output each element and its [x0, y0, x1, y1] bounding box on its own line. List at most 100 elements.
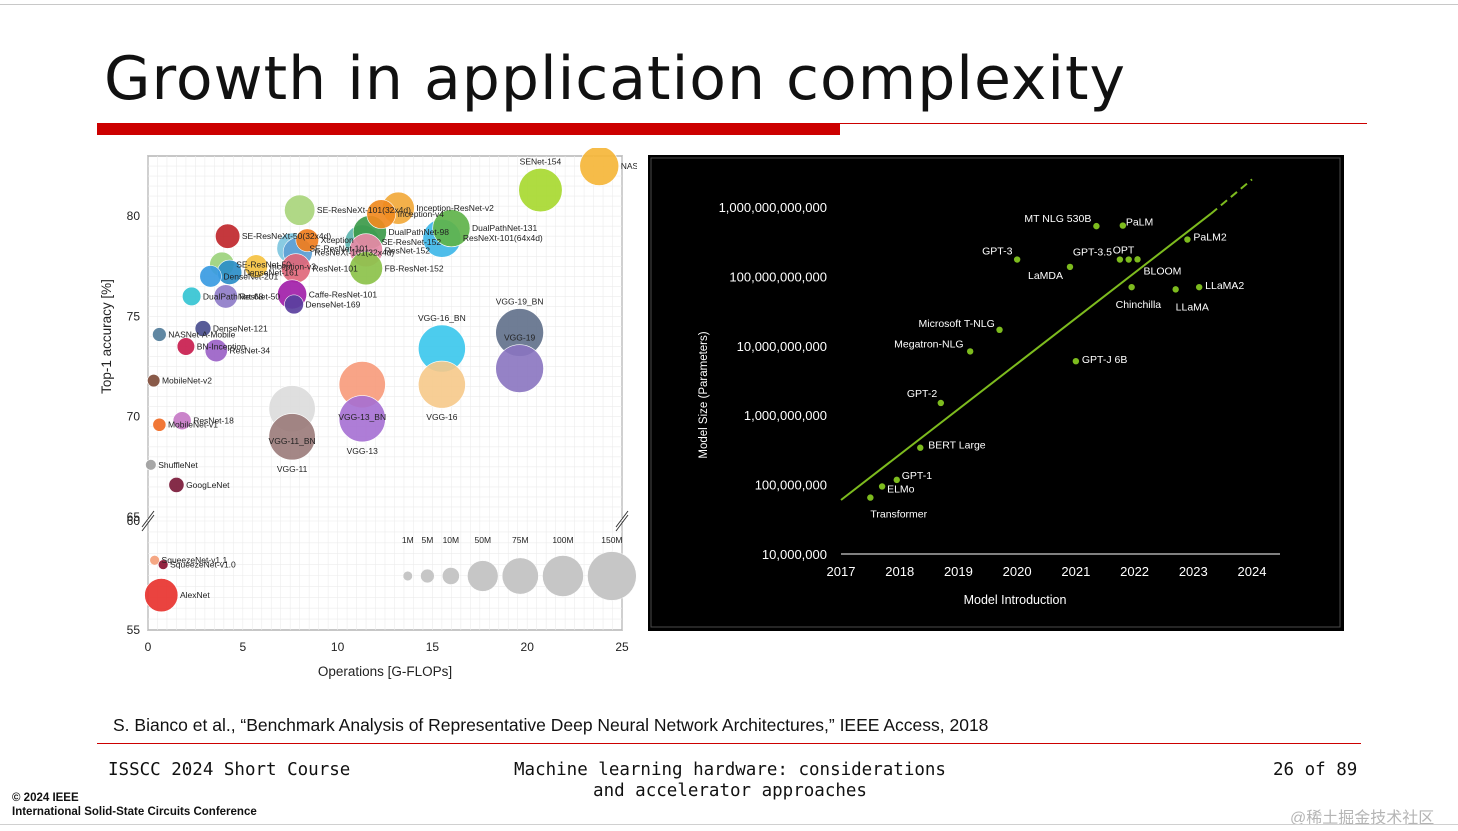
point-label-dualpathnet-131: DualPathNet-131 — [472, 223, 537, 233]
bubble-se-resnext-101-32x4d — [284, 194, 316, 226]
bubble-resnet-50 — [213, 284, 238, 309]
x-tick-label: 20 — [521, 640, 535, 654]
size-legend-label: 150M — [601, 535, 622, 545]
model-point-lamda — [1066, 263, 1074, 271]
ieee-copyright: © 2024 IEEE — [12, 792, 79, 804]
bubble-squeezenet-v1-0 — [157, 559, 169, 570]
model-point-gpt-1 — [893, 476, 900, 484]
point-label-nasnet-a-mobile: NASNet-A-Mobile — [168, 329, 235, 339]
size-legend-bubble — [420, 568, 435, 584]
model-label-lamda: LaMDA — [1028, 270, 1063, 282]
model-point-opt — [1125, 256, 1132, 263]
bubble-inception-v4 — [366, 199, 396, 229]
bubble-se-resnext-50-32x4d — [215, 223, 241, 249]
point-label-fb-resnet-152: FB-ResNet-152 — [385, 263, 444, 273]
size-legend-bubble — [402, 571, 413, 581]
bubble-vgg-19 — [495, 344, 544, 393]
x-tick-label: 5 — [239, 640, 246, 654]
model-point-gpt-3 — [1013, 256, 1021, 263]
model-point-llama — [1172, 286, 1179, 293]
x-tick-label: 2018 — [885, 564, 914, 579]
slide-title: Growth in application complexity — [104, 44, 1127, 114]
panel-border — [650, 157, 1341, 628]
point-label-densenet-121: DenseNet-121 — [213, 323, 268, 333]
size-legend-label: 1M — [402, 535, 414, 545]
model-label-gpt-j-6b: GPT-J 6B — [1082, 354, 1128, 366]
bubble-senet-154 — [518, 168, 563, 213]
bubble-inception-v3 — [244, 254, 268, 279]
point-label-vgg-16-bn: VGG-16_BN — [418, 313, 466, 323]
bubble-squeezenet-v1-1 — [149, 555, 160, 566]
point-label-se-resnext-50-32x4d: SE-ResNeXt-50(32x4d) — [242, 231, 331, 241]
bubble-nasnet-a-mobile — [152, 327, 167, 342]
bubble-nasnet-a-large — [579, 148, 620, 186]
citation: S. Bianco et al., “Benchmark Analysis of… — [113, 715, 989, 735]
point-label-resnext-101-64x4d: ResNeXt-101(64x4d) — [463, 233, 543, 243]
model-label-opt: OPT — [1113, 245, 1135, 257]
x-axis-label: Operations [G-FLOPs] — [318, 664, 452, 679]
point-label-vgg-11-bn: VGG-11_BN — [269, 436, 316, 446]
x-tick-label: 2017 — [827, 564, 856, 579]
x-tick-label: 2022 — [1120, 564, 1149, 579]
x-tick-label: 2019 — [944, 564, 973, 579]
bubble-densenet-169 — [284, 294, 304, 315]
y-tick-label: 80 — [127, 209, 141, 223]
size-legend-bubble — [442, 567, 460, 585]
point-label-resnet-18: ResNet-18 — [193, 416, 234, 426]
point-label-bn-inception: BN-Inception — [197, 342, 246, 352]
bubble-resnet-34 — [204, 339, 228, 363]
model-label-gpt-2: GPT-2 — [907, 388, 938, 400]
size-legend-label: 5M — [422, 535, 434, 545]
bubble-vgg-16 — [418, 360, 466, 409]
bubble-xception — [295, 228, 319, 252]
bubble-mobilenet-v2 — [147, 374, 161, 388]
bubble-bn-inception — [176, 337, 196, 356]
y-axis-label: Model Size (Parameters) — [698, 331, 710, 458]
point-label-caffe-resnet-101: Caffe-ResNet-101 — [309, 289, 378, 299]
point-label-googlenet: GoogLeNet — [186, 480, 230, 490]
point-label-vgg-13: VGG-13 — [347, 446, 378, 456]
point-label-nasnet-a-large: NASNet-A-Large — [621, 161, 637, 171]
point-label-dualpathnet-98: DualPathNet-98 — [388, 227, 449, 237]
y-tick-label: 65 — [127, 510, 141, 524]
point-label-resnet-152: ResNet-152 — [385, 245, 431, 255]
y-tick-label: 1,000,000,000 — [744, 408, 827, 423]
point-label-squeezenet-v1-1: SqueezeNet-v1.1 — [162, 555, 228, 565]
model-point-megatron-nlg — [966, 348, 974, 355]
y-axis-label: Top-1 accuracy [%] — [99, 279, 114, 394]
model-point-gpt-3-5 — [1116, 256, 1124, 263]
bottom-rule — [0, 824, 1458, 825]
point-label-xception: Xception — [321, 235, 354, 245]
size-legend-bubble — [467, 560, 499, 592]
bubble-densenet-121 — [194, 320, 212, 337]
model-label-bert-large: BERT Large — [928, 440, 986, 452]
point-label-vgg-11: VGG-11 — [277, 464, 308, 474]
point-label-se-resnext-101-32x4d: SE-ResNeXt-101(32x4d) — [317, 205, 411, 215]
x-tick-label: 25 — [615, 640, 629, 654]
footer-course: ISSCC 2024 Short Course — [108, 760, 351, 780]
point-label-se-resnet-50: SE-ResNet-50 — [236, 259, 291, 269]
model-label-chinchilla: Chinchilla — [1116, 299, 1162, 311]
axis-break-gap — [146, 518, 152, 521]
x-tick-label: 10 — [331, 640, 345, 654]
watermark: @稀土掘金技术社区 — [1290, 810, 1435, 827]
model-label-microsoft-t-nlg: Microsoft T-NLG — [919, 318, 995, 330]
x-tick-label: 2024 — [1238, 564, 1267, 579]
bubble-fb-resnet-152 — [349, 251, 383, 286]
footer-topic-line2: and accelerator approaches — [593, 781, 867, 801]
model-label-llama2: LLaMA2 — [1205, 280, 1244, 292]
dnn-accuracy-vs-flops-chart: 0 5 10 15 20 25 65 70 75 80 55 60 Operations [G-FLOP… — [99, 148, 637, 679]
trend-line — [840, 212, 1212, 501]
size-legend-label: 10M — [443, 535, 460, 545]
y-tick-label: 70 — [127, 410, 141, 424]
point-label-densenet-161: DenseNet-161 — [244, 267, 299, 277]
model-label-palm2: PaLM2 — [1193, 232, 1226, 244]
point-label-inception-v3: Inception-v3 — [270, 261, 317, 271]
point-label-senet-154: SENet-154 — [520, 156, 562, 166]
model-label-mt-nlg-530b: MT NLG 530B — [1024, 213, 1091, 225]
point-label-resnet-101: ResNet-101 — [312, 263, 358, 273]
point-label-mobilenet-v2: MobileNet-v2 — [162, 376, 212, 386]
footer-rule — [97, 743, 1361, 744]
trend-line-projection — [1210, 178, 1253, 215]
bubble-vgg-11 — [268, 413, 316, 461]
